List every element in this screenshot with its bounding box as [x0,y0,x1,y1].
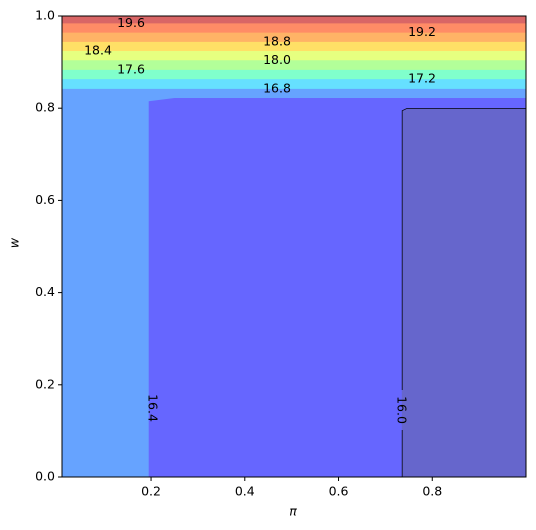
contour-label: 18.8 [263,33,291,48]
y-tick-label: 0.6 [35,192,55,207]
y-axis-label: w [7,237,22,248]
x-tick-label: 0.6 [329,484,349,499]
plot-frame [61,15,527,478]
contour-label: 16.4 [146,394,161,422]
plot-area [62,16,526,477]
contour-label: 19.2 [408,24,436,39]
x-tick-label: 0.4 [235,484,255,499]
x-tick-label: 0.8 [422,484,442,499]
x-axis-label: π [289,504,297,519]
y-tick-label: 1.0 [35,8,55,23]
contour-label: 16.0 [395,396,410,424]
y-tick-label: 0.4 [35,284,55,299]
contour-label: 17.6 [117,61,145,76]
contour-label: 16.8 [263,80,291,95]
x-tick-label: 0.2 [141,484,161,499]
y-tick-label: 0.2 [35,376,55,391]
y-tick-label: 0.0 [35,469,55,484]
contour-label: 19.6 [117,15,145,30]
y-tick-label: 0.8 [35,100,55,115]
contour-label: 18.0 [263,52,291,67]
contour-fill [62,16,526,477]
contour-fill [62,16,526,477]
contour-label: 17.2 [408,71,436,86]
contour-label: 18.4 [84,43,112,58]
